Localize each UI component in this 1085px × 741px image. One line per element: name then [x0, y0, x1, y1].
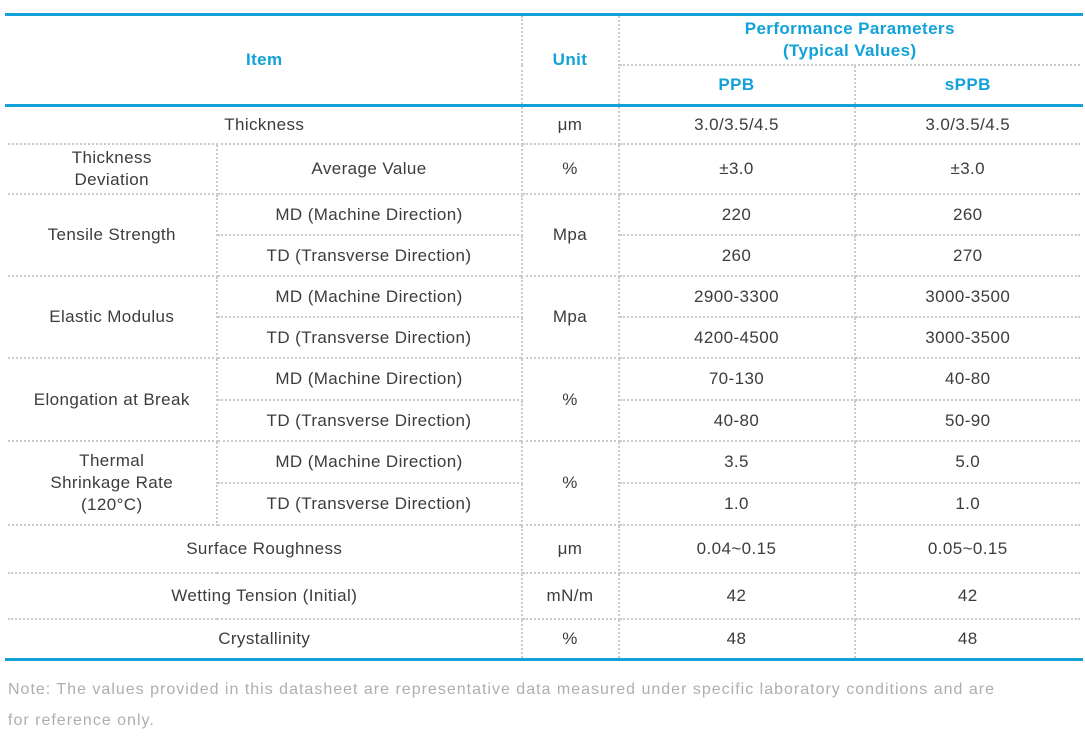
cell-sppb: 260 — [853, 193, 1083, 237]
cell-ppb: 0.04~0.15 — [617, 524, 856, 575]
cell-ppb: 40-80 — [617, 399, 856, 443]
cell-item: Thickness — [5, 104, 523, 146]
cell-subitem: TD (Transverse Direction) — [215, 399, 523, 443]
cell-sppb: ±3.0 — [853, 143, 1083, 196]
cell-sppb: 3.0/3.5/4.5 — [853, 104, 1083, 146]
cell-sppb: 42 — [853, 572, 1083, 621]
table-row-elastic-td: TD (Transverse Direction) 4200-4500 3000… — [7, 316, 1083, 360]
cell-ppb: 70-130 — [617, 357, 856, 402]
cell-category: Elastic Modulus — [5, 275, 218, 360]
header-sppb: sPPB — [853, 64, 1083, 107]
cell-ppb: 1.0 — [617, 482, 856, 527]
table-row-thickness-deviation: Thickness Deviation Average Value % ±3.0… — [5, 143, 1083, 196]
table-row-shrinkage-md: Thermal Shrinkage Rate (120°C) MD (Machi… — [5, 440, 1083, 527]
table-row-elastic-md: Elastic Modulus MD (Machine Direction) M… — [5, 275, 1083, 360]
cell-subitem: TD (Transverse Direction) — [215, 482, 523, 527]
cell-category: Thickness Deviation — [5, 143, 218, 196]
header-performance-parameters: Performance Parameters (Typical Values) — [617, 13, 1083, 67]
cell-sppb: 3000-3500 — [853, 316, 1083, 360]
cell-ppb: 42 — [617, 572, 856, 621]
cell-ppb: 3.0/3.5/4.5 — [617, 104, 856, 146]
cell-unit: Mpa — [520, 275, 620, 360]
cell-item: Wetting Tension (Initial) — [5, 572, 523, 621]
table-row-crystallinity: Crystallinity % 48 48 — [5, 618, 1083, 661]
table-row-shrinkage-td: TD (Transverse Direction) 1.0 1.0 — [7, 482, 1083, 527]
cell-category: Elongation at Break — [5, 357, 218, 443]
cell-subitem: Average Value — [215, 143, 523, 196]
cell-unit: % — [520, 143, 620, 196]
table-row-elongation-md: Elongation at Break MD (Machine Directio… — [5, 357, 1083, 443]
header-ppb: PPB — [617, 64, 856, 107]
header-row-main: Item Unit Performance Parameters (Typica… — [5, 13, 1083, 107]
cell-ppb: 4200-4500 — [617, 316, 856, 360]
header-unit: Unit — [520, 13, 620, 107]
table-row-thickness: Thickness μm 3.0/3.5/4.5 3.0/3.5/4.5 — [5, 104, 1083, 146]
table-header: Item Unit Performance Parameters (Typica… — [5, 13, 1083, 107]
note-text: Note: The values provided in this datash… — [8, 680, 995, 730]
cell-ppb: ±3.0 — [617, 143, 856, 196]
cell-unit: % — [520, 440, 620, 527]
cell-sppb: 270 — [853, 234, 1083, 278]
cell-sppb: 5.0 — [853, 440, 1083, 485]
cell-subitem: TD (Transverse Direction) — [215, 316, 523, 360]
cell-subitem: MD (Machine Direction) — [215, 275, 523, 319]
cell-unit: mN/m — [520, 572, 620, 621]
performance-table: Item Unit Performance Parameters (Typica… — [5, 13, 1084, 661]
cell-item: Crystallinity — [5, 618, 523, 661]
cell-sppb: 0.05~0.15 — [853, 524, 1083, 575]
table-body: Thickness μm 3.0/3.5/4.5 3.0/3.5/4.5 Thi… — [5, 104, 1083, 661]
cell-unit: Mpa — [520, 193, 620, 278]
table-row-wetting-tension: Wetting Tension (Initial) mN/m 42 42 — [5, 572, 1083, 621]
cell-sppb: 50-90 — [853, 399, 1083, 443]
cell-sppb: 1.0 — [853, 482, 1083, 527]
header-row-sub: PPB sPPB — [7, 64, 1083, 107]
cell-unit: % — [520, 357, 620, 443]
cell-subitem: MD (Machine Direction) — [215, 357, 523, 402]
cell-category: Thermal Shrinkage Rate (120°C) — [5, 440, 218, 527]
table-row-tensile-md: Tensile Strength MD (Machine Direction) … — [5, 193, 1083, 278]
table-row-elongation-td: TD (Transverse Direction) 40-80 50-90 — [7, 399, 1083, 443]
cell-ppb: 2900-3300 — [617, 275, 856, 319]
cell-ppb: 220 — [617, 193, 856, 237]
cell-ppb: 260 — [617, 234, 856, 278]
cell-subitem: MD (Machine Direction) — [215, 440, 523, 485]
cell-sppb: 3000-3500 — [853, 275, 1083, 319]
table-row-surface-roughness: Surface Roughness μm 0.04~0.15 0.05~0.15 — [5, 524, 1083, 575]
cell-sppb: 40-80 — [853, 357, 1083, 402]
header-item: Item — [5, 13, 523, 107]
cell-item: Surface Roughness — [5, 524, 523, 575]
cell-unit: μm — [520, 524, 620, 575]
header-performance-line2: (Typical Values) — [782, 41, 917, 61]
cell-sppb: 48 — [853, 618, 1083, 661]
cell-unit: % — [520, 618, 620, 661]
cell-subitem: TD (Transverse Direction) — [215, 234, 523, 278]
cell-ppb: 48 — [617, 618, 856, 661]
cell-subitem: MD (Machine Direction) — [215, 193, 523, 237]
cell-category: Tensile Strength — [5, 193, 218, 278]
cell-unit: μm — [520, 104, 620, 146]
cell-ppb: 3.5 — [617, 440, 856, 485]
table-row-tensile-td: TD (Transverse Direction) 260 270 — [7, 234, 1083, 278]
header-performance-line1: Performance Parameters — [744, 19, 955, 38]
